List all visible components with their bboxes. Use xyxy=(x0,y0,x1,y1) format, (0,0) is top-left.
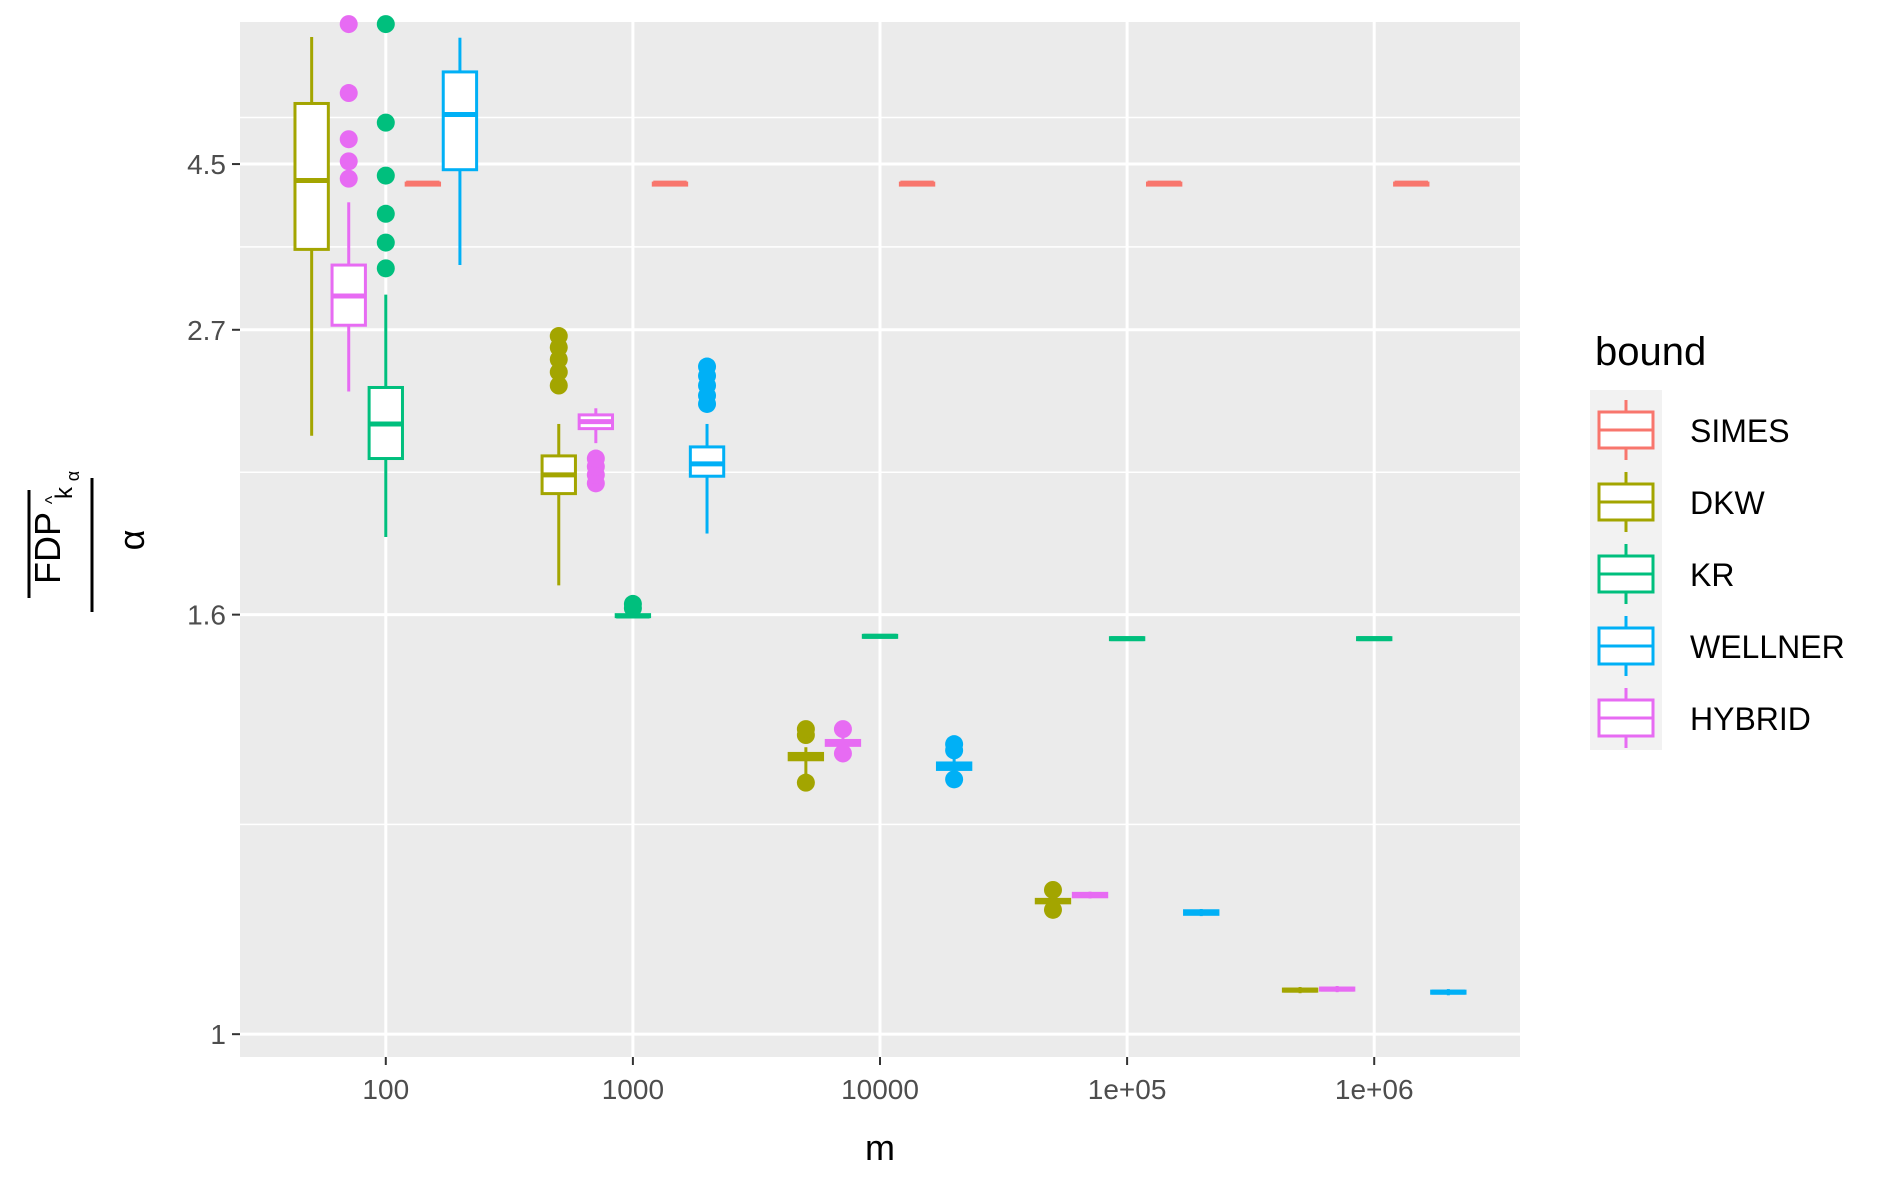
series-dkw xyxy=(293,37,1319,994)
box-outlier-point xyxy=(376,204,395,223)
series-wellner xyxy=(441,37,1467,996)
x-tick-label: 100 xyxy=(362,1074,409,1105)
y-tick-label: 4.5 xyxy=(187,149,226,180)
y-tick-label: 1.6 xyxy=(187,600,226,631)
series-hybrid xyxy=(330,15,1356,993)
box-outlier-point xyxy=(376,113,395,132)
box-outlier-point xyxy=(796,720,815,739)
legend-title: bound xyxy=(1595,330,1706,374)
box-outlier-point xyxy=(623,594,642,613)
box-outlier-point xyxy=(376,166,395,185)
box-outlier-point xyxy=(945,770,964,789)
x-tick-label: 10000 xyxy=(841,1074,919,1105)
box-outlier-point xyxy=(339,130,358,149)
box-outlier-point xyxy=(376,233,395,252)
box-outlier-point xyxy=(549,327,568,346)
legend-label-wellner: WELLNER xyxy=(1690,629,1845,665)
series-simes xyxy=(404,180,1430,187)
box-rect xyxy=(293,101,330,251)
box-outlier-point xyxy=(1043,900,1062,919)
y-axis-title: FDP k ^ α α xyxy=(27,471,152,612)
box-outlier-point xyxy=(1043,880,1062,899)
y-axis-title-subscript-hat: ^ xyxy=(42,495,62,504)
y-axis: 1 1.6 2.7 4.5 xyxy=(187,149,240,1050)
legend-label-kr: KR xyxy=(1690,557,1734,593)
x-tick-label: 1e+05 xyxy=(1088,1074,1167,1105)
box-rect xyxy=(441,70,479,172)
box-outlier-point xyxy=(339,152,358,171)
x-tick-label: 1000 xyxy=(602,1074,664,1105)
box-outlier-point xyxy=(376,259,395,278)
box-marks xyxy=(293,15,1467,996)
legend-label-dkw: DKW xyxy=(1690,485,1765,521)
y-tick-label: 1 xyxy=(210,1019,226,1050)
x-axis-title: m xyxy=(865,1127,895,1168)
y-tick-label: 2.7 xyxy=(187,315,226,346)
legend: bound SIMES DKW KR WELLNER HYBRID xyxy=(1590,330,1845,750)
box-outlier-point xyxy=(698,357,717,376)
x-axis: 100 1000 10000 1e+05 1e+06 xyxy=(362,1057,1414,1105)
box-outlier-point xyxy=(945,735,964,754)
box-outlier-point xyxy=(376,15,395,34)
box-outlier-point xyxy=(586,449,605,468)
y-axis-title-subscript-alpha: α xyxy=(63,471,83,481)
box-outlier-point xyxy=(549,363,568,382)
box-outlier-point xyxy=(549,376,568,395)
y-axis-title-subscript: k xyxy=(51,486,78,499)
box-outlier-point xyxy=(796,773,815,792)
legend-label-hybrid: HYBRID xyxy=(1690,701,1811,737)
x-tick-label: 1e+06 xyxy=(1335,1074,1414,1105)
box-outlier-point xyxy=(339,15,358,34)
box-outlier-point xyxy=(339,169,358,188)
y-axis-title-numerator: FDP xyxy=(27,512,68,584)
series-kr xyxy=(367,15,1393,642)
box-outlier-point xyxy=(833,720,852,739)
box-outlier-point xyxy=(833,744,852,763)
box-outlier-point xyxy=(339,84,358,103)
y-axis-title-denominator: α xyxy=(111,530,152,551)
legend-label-simes: SIMES xyxy=(1690,413,1790,449)
